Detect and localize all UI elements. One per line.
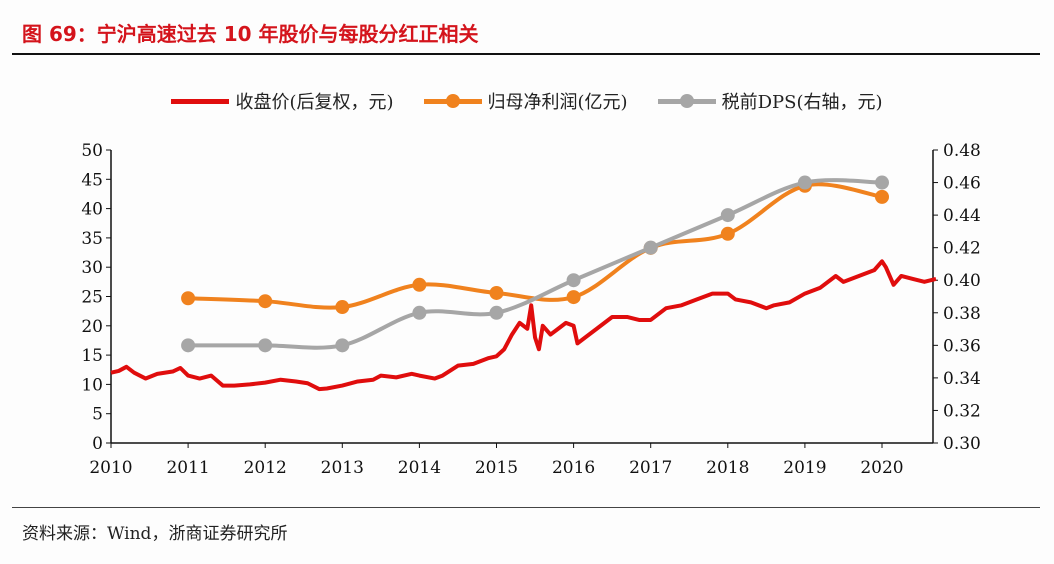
x-tick-label: 2016	[552, 458, 595, 478]
series-marker-2	[643, 240, 658, 255]
right-tick-label: 0.40	[943, 271, 981, 291]
right-tick-label: 0.42	[943, 239, 981, 259]
series-line-2	[188, 178, 883, 350]
legend-label-dps: 税前DPS(右轴，元)	[721, 92, 883, 113]
series-marker-2	[566, 273, 581, 288]
x-tick-label: 2019	[783, 458, 826, 478]
legend-item-profit: 归母净利润(亿元)	[423, 88, 628, 114]
legend-label-price: 收盘价(后复权，元)	[235, 92, 394, 113]
series-marker-1	[412, 277, 427, 292]
x-tick-label: 2012	[244, 458, 287, 478]
figure-title: 图 69：宁沪高速过去 10 年股价与每股分红正相关	[22, 22, 479, 46]
series-marker-2	[258, 338, 273, 353]
series-marker-2	[875, 175, 889, 190]
series-line-1	[188, 182, 883, 310]
right-tick-label: 0.34	[943, 369, 981, 389]
right-tick-label: 0.48	[943, 141, 981, 161]
x-tick-label: 2015	[475, 458, 518, 478]
right-tick-label: 0.46	[943, 174, 981, 194]
legend: 收盘价(后复权，元) 归母净利润(亿元) 税前DPS(右轴，元)	[0, 88, 1054, 114]
left-tick-label: 15	[81, 346, 103, 366]
title-divider	[12, 53, 1040, 55]
series-marker-2	[335, 338, 350, 353]
series-line-0	[110, 259, 937, 392]
left-tick-label: 45	[81, 170, 103, 190]
right-tick-label: 0.30	[943, 434, 981, 454]
legend-swatch-price	[171, 98, 230, 104]
left-tick-label: 25	[81, 288, 103, 308]
legend-item-dps: 税前DPS(右轴，元)	[657, 88, 883, 114]
right-tick-label: 0.38	[943, 304, 981, 324]
series-marker-2	[181, 338, 196, 353]
x-tick-label: 2011	[166, 458, 209, 478]
right-tick-label: 0.44	[943, 206, 981, 226]
left-tick-label: 0	[92, 434, 103, 454]
legend-swatch-dps	[657, 93, 716, 108]
x-tick-label: 2020	[860, 458, 903, 478]
right-tick-label: 0.32	[943, 401, 981, 421]
x-tick-label: 2018	[706, 458, 749, 478]
series-marker-1	[489, 285, 504, 300]
series-marker-2	[412, 305, 427, 320]
series-marker-1	[566, 290, 581, 305]
x-tick-label: 2014	[398, 458, 441, 478]
x-tick-label: 2017	[629, 458, 672, 478]
series-marker-1	[875, 189, 889, 204]
source-note: 资料来源：Wind，浙商证券研究所	[22, 524, 288, 544]
left-tick-label: 5	[92, 405, 103, 425]
left-tick-label: 10	[81, 375, 103, 395]
series-marker-2	[797, 175, 812, 190]
left-tick-label: 40	[81, 200, 103, 220]
left-tick-label: 30	[81, 258, 103, 278]
legend-label-profit: 归母净利润(亿元)	[487, 92, 628, 113]
series-marker-1	[181, 291, 196, 306]
right-tick-label: 0.36	[943, 336, 981, 356]
x-tick-label: 2013	[321, 458, 364, 478]
left-tick-label: 35	[81, 229, 103, 249]
x-tick-label: 2010	[89, 458, 132, 478]
series-marker-1	[720, 226, 735, 241]
series-marker-1	[335, 300, 350, 315]
source-divider	[12, 507, 1040, 508]
series-marker-2	[489, 305, 504, 320]
left-tick-label: 50	[81, 141, 103, 161]
legend-item-price: 收盘价(后复权，元)	[171, 88, 394, 114]
series-marker-1	[258, 294, 273, 309]
series-marker-2	[720, 208, 735, 223]
left-tick-label: 20	[81, 317, 103, 337]
legend-swatch-profit	[423, 93, 482, 108]
